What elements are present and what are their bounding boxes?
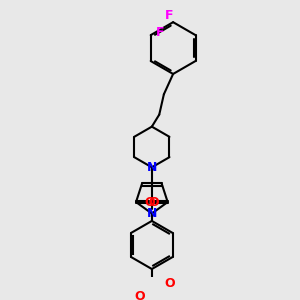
- Text: O: O: [164, 277, 175, 290]
- Text: F: F: [156, 26, 164, 39]
- Text: O: O: [148, 196, 159, 208]
- Text: O: O: [134, 290, 145, 300]
- Text: F: F: [165, 9, 174, 22]
- Text: O: O: [145, 196, 155, 208]
- Text: N: N: [147, 207, 157, 220]
- Text: N: N: [147, 161, 157, 174]
